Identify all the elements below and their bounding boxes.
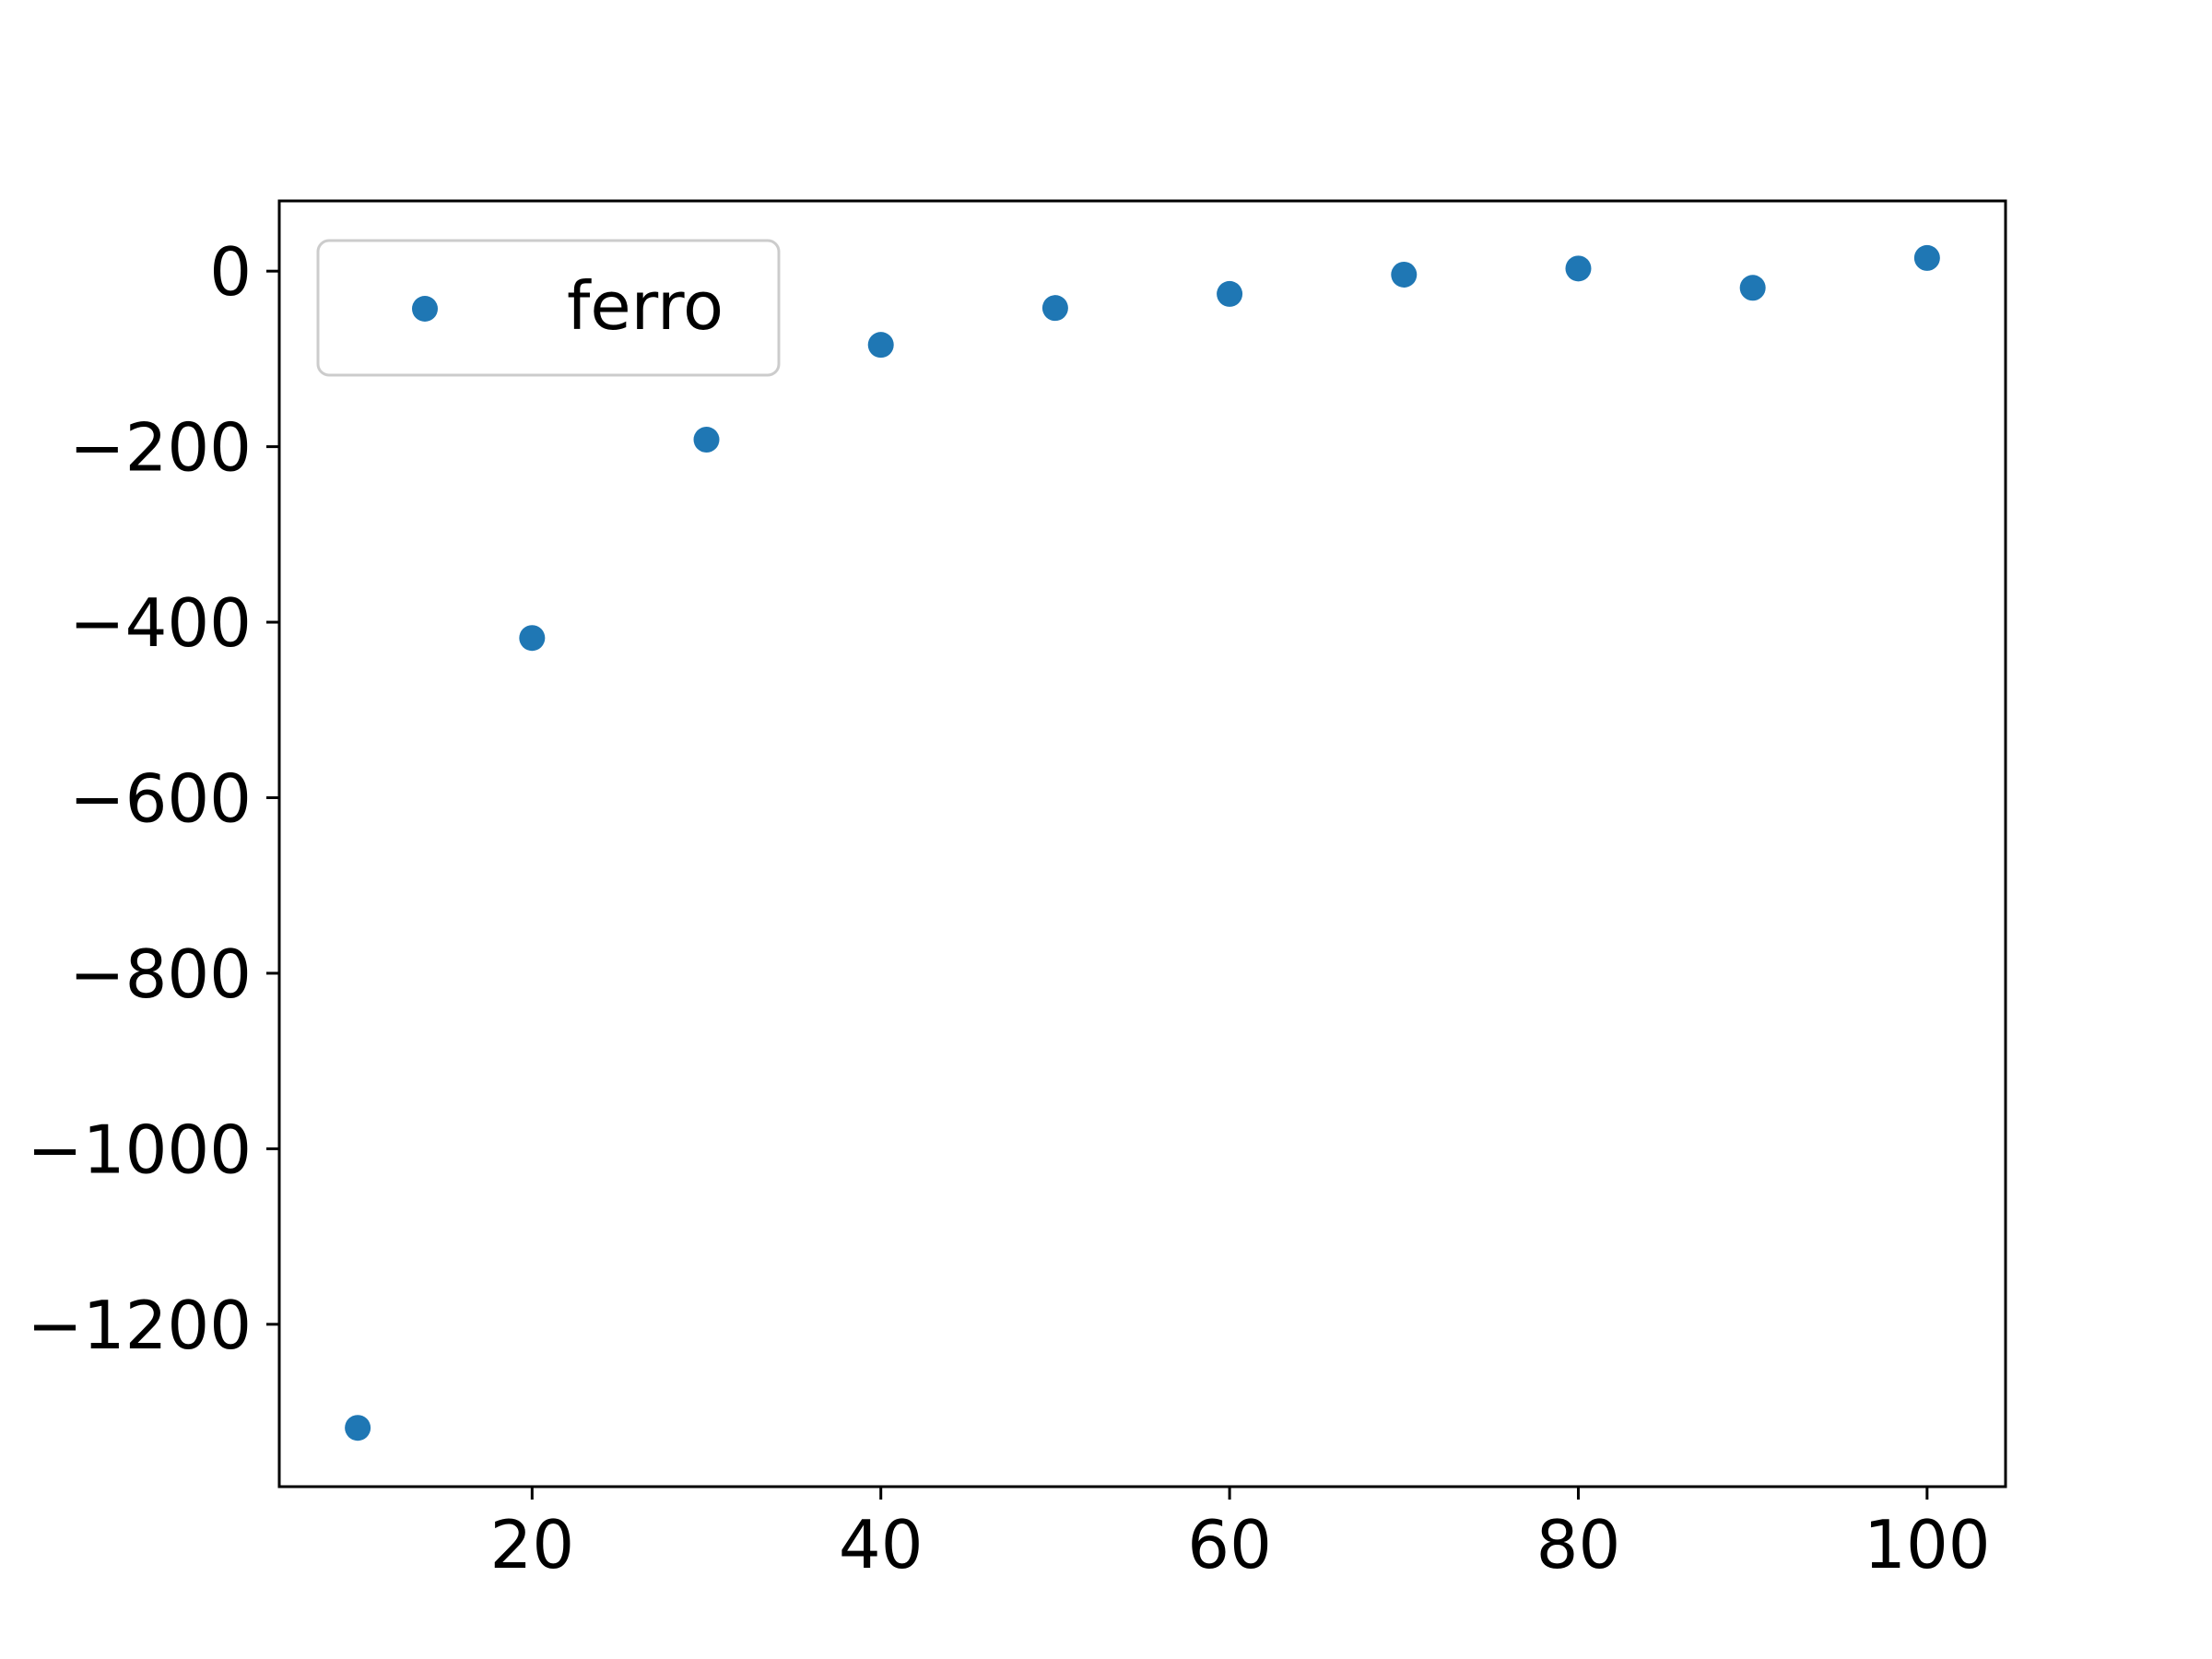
data-point [1041,295,1068,322]
y-axis-ticks: 0 −200 −400 −600 −800 −1000 −1200 [27,233,279,1364]
data-point [1739,275,1766,301]
data-point [693,427,720,453]
legend-box [316,239,781,377]
x-tick-label: 100 [1864,1506,1990,1583]
y-tick-label: −1000 [27,1111,252,1188]
data-point [867,332,894,359]
y-tick-label: −400 [69,584,252,662]
legend-label: ferro [567,267,724,345]
y-tick-label: −600 [69,760,252,838]
data-point [1913,244,1940,271]
plot-area [279,201,2006,1487]
x-axis-ticks: 20 40 60 80 100 [490,1487,1991,1583]
data-point [1217,280,1243,307]
legend: ferro [316,239,781,377]
x-tick-label: 80 [1536,1506,1621,1583]
y-tick-label: −1200 [27,1287,252,1364]
data-point [1565,255,1592,282]
y-tick-label: 0 [209,233,252,311]
y-tick-label: −800 [69,935,252,1013]
x-tick-label: 60 [1187,1506,1272,1583]
data-point [345,1415,371,1441]
data-points [345,244,1940,1441]
y-tick-label: −200 [69,409,252,487]
data-point [1391,261,1418,288]
plot-frame [277,199,2007,1488]
x-tick-label: 40 [839,1506,924,1583]
x-tick-label: 20 [490,1506,575,1583]
legend-marker [412,296,438,322]
data-point [519,625,546,652]
